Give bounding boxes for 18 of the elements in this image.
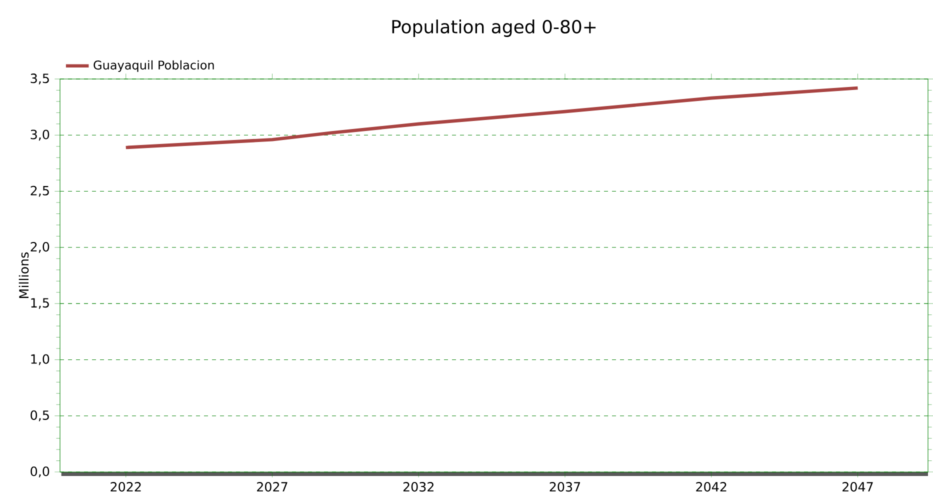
line-series bbox=[124, 86, 860, 150]
chart-title: Population aged 0-80+ bbox=[392, 20, 596, 37]
legend-label: Guayaquil Poblacion bbox=[94, 60, 214, 72]
x-tick-label: 2022 bbox=[110, 482, 141, 492]
y-axis-title: Millions bbox=[18, 252, 29, 298]
x-tick-label: 2027 bbox=[257, 482, 288, 492]
x-tick-label: 2037 bbox=[550, 482, 580, 492]
y-tick-label: 3,0 bbox=[30, 130, 50, 141]
y-tick-label: 1,0 bbox=[31, 354, 50, 366]
y-tick-label: 0,0 bbox=[30, 466, 50, 478]
x-tick-label: 2047 bbox=[842, 482, 873, 492]
x-tick-label: 2032 bbox=[403, 482, 434, 492]
y-tick-label: 2,0 bbox=[30, 242, 50, 253]
y-tick-label: 2,5 bbox=[30, 186, 49, 197]
y-tick-label: 1,5 bbox=[31, 298, 49, 309]
x-tick-label: 2042 bbox=[696, 482, 726, 492]
y-tick-label: 3,5 bbox=[30, 74, 49, 84]
y-tick-label: 0,5 bbox=[30, 410, 49, 422]
